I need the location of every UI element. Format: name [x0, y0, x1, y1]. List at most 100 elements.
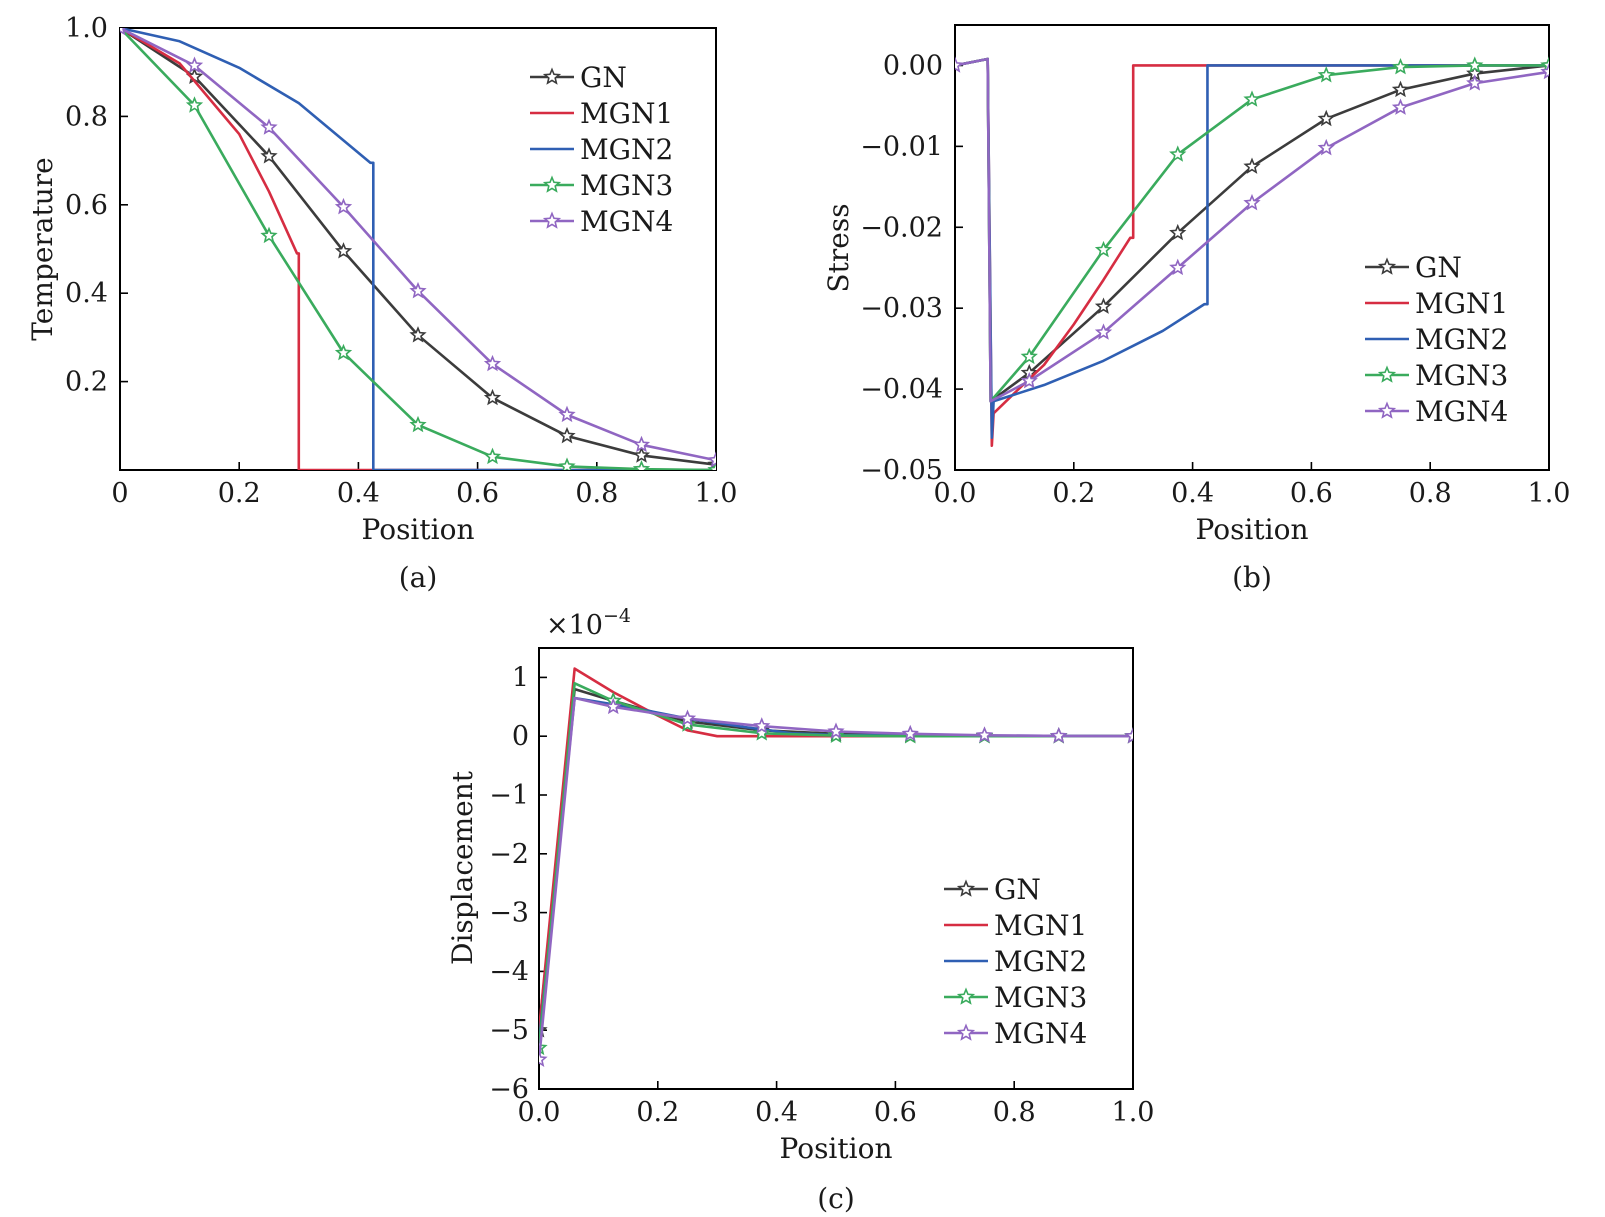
legend-label-mgn3: MGN3 [1415, 359, 1508, 392]
series-point-mgn3 [678, 715, 697, 732]
panel-b-ylabel: Stress [822, 203, 855, 292]
panel-b-ytick-label: −0.03 [860, 293, 943, 324]
series-point-gn [409, 326, 427, 343]
series-point-mgn3 [1243, 90, 1261, 107]
panel-c-ytick-label: 0 [512, 721, 529, 752]
legend-label-mgn4: MGN4 [994, 1017, 1087, 1050]
panel-a-xtick-label: 0 [111, 478, 128, 509]
series-line-mgn1 [120, 28, 716, 470]
panel-c-ytick-label: −2 [489, 839, 529, 870]
panel-c-xtick-label: 0.4 [755, 1097, 798, 1128]
panel-c-xtick-label: 0.6 [874, 1097, 917, 1128]
series-point-mgn4 [558, 405, 576, 423]
series-point-mgn4 [975, 726, 994, 743]
panel-b-caption: (b) [1232, 561, 1272, 594]
legend-marker-mgn4 [956, 1023, 976, 1041]
series-point-mgn4 [827, 722, 845, 739]
panel-c-ytick-label: −6 [489, 1074, 529, 1105]
series-point-mgn4 [409, 281, 427, 299]
series-point-mgn4 [604, 697, 622, 715]
series-point-mgn4 [185, 56, 204, 73]
panel-a-caption: (a) [399, 561, 438, 594]
panel-b-stress: Position Stress (b) 0.0 0.2 0.4 0.6 0.8 1.0 −0… [822, 24, 1571, 594]
legend-marker-gn [1377, 257, 1397, 275]
legend-label-mgn3: MGN3 [994, 981, 1087, 1014]
series-line-gn [539, 687, 1133, 1031]
series-point-gn [1391, 80, 1410, 98]
series-point-mgn4 [483, 354, 502, 372]
series-point-mgn3 [558, 457, 576, 470]
panel-c-frame [538, 647, 1134, 1090]
series-line-mgn4 [539, 696, 1133, 1060]
series-point-mgn4 [260, 118, 278, 135]
legend-marker-gn [542, 67, 562, 85]
panel-b-ytick-label: −0.01 [860, 131, 943, 162]
panel-c-scale-exponent: −4 [603, 605, 631, 627]
legend-label-mgn3: MGN3 [580, 169, 673, 202]
series-point-mgn3 [409, 415, 427, 433]
series-point-mgn4 [1243, 193, 1261, 211]
series-point-mgn3 [334, 343, 353, 361]
legend-label-mgn2: MGN2 [994, 945, 1087, 978]
series-point-mgn4 [632, 435, 651, 453]
series-line-mgn2 [120, 28, 716, 470]
panel-a-xtick-label: 1.0 [695, 478, 738, 509]
series-point-gn [1317, 109, 1335, 127]
panel-a-xlabel: Position [362, 513, 475, 546]
legend-label-mgn4: MGN4 [1415, 395, 1508, 428]
panel-a-ytick-label: 0.2 [65, 367, 108, 398]
panel-c-displacement: ×10−4 Position Displacement (c) 0.0 0.2 0.… [446, 605, 1154, 1215]
series-point-mgn4 [1169, 258, 1187, 276]
panel-a-temperature: Position Temperature (a) 0 0.2 0.4 0.6 0.8 1.… [26, 13, 737, 594]
series-point-mgn3 [707, 460, 716, 470]
series-point-mgn3 [260, 226, 278, 244]
panel-a-xtick-label: 0.6 [456, 478, 499, 509]
panel-b-xtick-label: 1.0 [1528, 478, 1571, 509]
panel-c-xtick-label: 0.0 [518, 1097, 561, 1128]
series-point-mgn4 [901, 724, 919, 742]
series-point-mgn4 [707, 451, 716, 468]
panel-c-ytick-label: 1 [512, 662, 529, 693]
panel-b-xtick-label: 0.8 [1409, 478, 1452, 509]
panel-c-ylabel: Displacement [446, 770, 479, 965]
panel-a-ytick-label: 0.8 [65, 101, 108, 132]
panel-a-ylabel: Temperature [26, 157, 59, 340]
series-point-mgn4 [120, 28, 126, 36]
legend-label-gn: GN [580, 61, 627, 94]
panel-b-xtick-label: 0.4 [1171, 478, 1214, 509]
panel-b-frame [954, 24, 1550, 471]
legend-marker-mgn3 [542, 175, 562, 193]
series-point-mgn3 [1466, 56, 1484, 73]
legend-label-mgn1: MGN1 [1415, 287, 1508, 320]
panel-b-ytick-label: −0.04 [860, 374, 943, 405]
panel-c-ytick-label: −1 [489, 780, 529, 811]
series-point-mgn4 [1466, 74, 1484, 91]
legend-marker-mgn4 [1377, 401, 1397, 419]
series-point-gn [1243, 157, 1261, 174]
series-point-mgn4 [678, 709, 697, 726]
panel-c-xtick-label: 0.2 [636, 1097, 679, 1128]
legend-label-gn: GN [1415, 251, 1462, 284]
legend-marker-mgn4 [542, 211, 562, 229]
legend-label-mgn1: MGN1 [580, 97, 673, 130]
series-point-mgn4 [334, 197, 353, 215]
series-point-mgn4 [753, 717, 771, 734]
panel-c-xlabel: Position [780, 1132, 893, 1165]
series-point-mgn4 [539, 1050, 548, 1067]
panel-b-xlabel: Position [1196, 513, 1309, 546]
series-point-mgn3 [753, 724, 771, 741]
series-point-mgn4 [1391, 98, 1410, 115]
series-point-mgn3 [1169, 145, 1187, 162]
panel-a-xtick-label: 0.4 [337, 478, 380, 509]
series-point-gn [260, 147, 278, 164]
panel-a-xtick-label: 0.2 [218, 478, 261, 509]
panel-a-ytick-label: 1.0 [65, 13, 108, 44]
legend-label-mgn4: MGN4 [580, 205, 673, 238]
series-line-mgn1 [539, 667, 1133, 1031]
series-point-mgn4 [1050, 726, 1068, 744]
panel-c-ytick-label: −5 [489, 1015, 529, 1046]
panel-c-ytick-label: −3 [489, 898, 529, 929]
legend-label-gn: GN [994, 873, 1041, 906]
legend-marker-mgn3 [956, 987, 976, 1005]
